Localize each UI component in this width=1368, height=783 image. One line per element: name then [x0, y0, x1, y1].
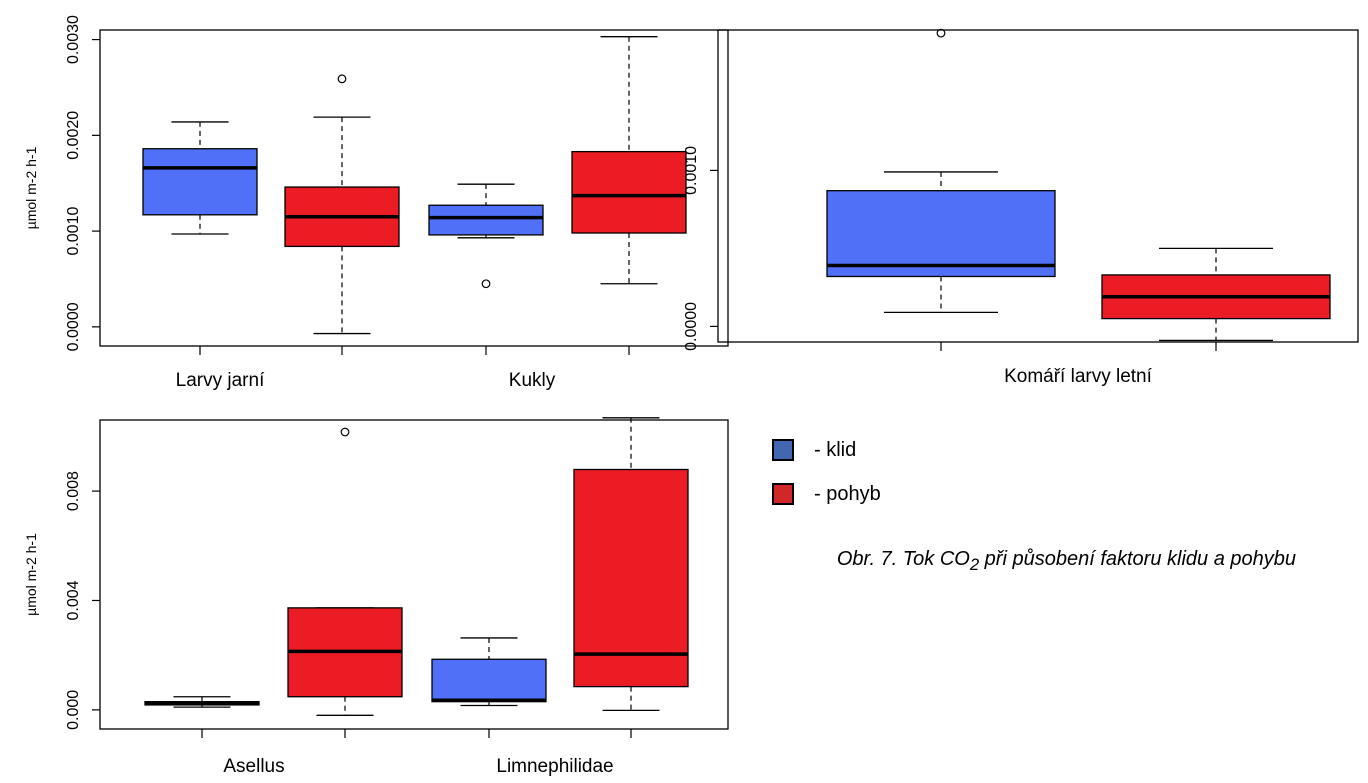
chart-panel-2: 0.0000 0.0010 Komáří larvy letní — [683, 28, 1359, 387]
caption-prefix: Obr. 7. Tok CO — [836, 548, 970, 570]
y-axis-label: µmol m-2 h-1 — [23, 533, 39, 616]
box-pohyb — [1101, 247, 1331, 342]
box-klid — [826, 28, 1056, 314]
y-tick-label: 0.0010 — [65, 207, 82, 256]
legend-swatch-pohyb — [772, 483, 794, 505]
figure-caption: Obr. 7. Tok CO2 při působení faktoru kli… — [730, 540, 1296, 584]
outlier-point — [481, 279, 491, 289]
y-tick-label: 0.008 — [65, 471, 82, 511]
y-tick-label: 0.004 — [65, 580, 82, 620]
legend-label-pohyb: - pohyb — [814, 482, 881, 505]
caption-subscript: 2 — [969, 555, 980, 574]
box-klid — [431, 637, 547, 707]
caption-suffix: při působení faktoru klidu a pohybu — [979, 548, 1296, 570]
box-iqr — [573, 468, 689, 688]
legend-label-klid: - klid — [814, 438, 857, 461]
y-axis-label: µmol m-2 h-1 — [23, 146, 39, 229]
plot-frame — [99, 29, 729, 347]
box-pohyb — [571, 36, 687, 285]
legend-swatch-klid — [772, 439, 794, 461]
outlier-point — [340, 427, 350, 437]
y-tick-label: 0.0000 — [65, 302, 82, 351]
chart-panel-1: 0.0000 0.0010 0.0020 0.0030 µmol m-2 h-1 Larv… — [23, 15, 729, 391]
x-category-label: Asellus — [223, 756, 284, 777]
legend: - klid - pohyb — [772, 428, 881, 516]
y-tick-label: 0.0010 — [683, 146, 700, 195]
box-iqr — [571, 150, 687, 234]
x-category-label: Kukly — [509, 370, 556, 391]
y-tick-label: 0.000 — [65, 690, 82, 730]
x-category-label: Limnephilidae — [496, 756, 613, 777]
box-iqr — [428, 204, 544, 236]
box-pohyb — [287, 427, 403, 716]
y-tick-label: 0.0000 — [683, 302, 700, 351]
box-iqr — [142, 148, 258, 216]
legend-item-klid: - klid — [772, 428, 881, 472]
box-iqr — [431, 658, 547, 703]
box-klid — [428, 183, 544, 289]
y-tick-label: 0.0030 — [65, 15, 82, 64]
outlier-point — [337, 74, 347, 84]
box-klid — [144, 696, 260, 708]
outlier-point — [936, 28, 946, 38]
x-category-label: Larvy jarní — [176, 370, 265, 391]
x-category-label: Komáří larvy letní — [1004, 366, 1153, 387]
y-tick-label: 0.0020 — [65, 111, 82, 160]
legend-item-pohyb: - pohyb — [772, 472, 881, 516]
box-klid — [142, 121, 258, 235]
box-iqr — [826, 190, 1056, 278]
box-pohyb — [573, 417, 689, 712]
chart-panel-3: 0.000 0.004 0.008 µmol m-2 h-1 Asellus Limnep… — [23, 417, 729, 777]
plot-frame — [717, 29, 1359, 343]
box-pohyb — [284, 74, 400, 335]
plot-frame — [99, 419, 729, 730]
